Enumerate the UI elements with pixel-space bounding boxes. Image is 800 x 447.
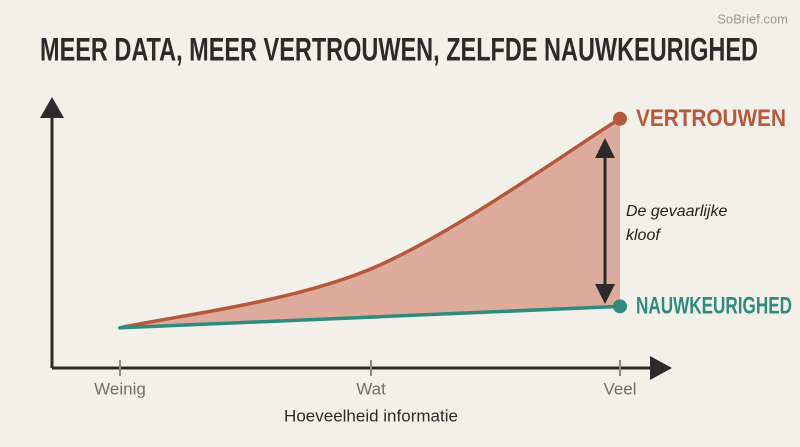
end-point (613, 299, 627, 314)
y-axis-arrow (40, 97, 64, 118)
end-point (613, 111, 627, 126)
x-tick-label: Wat (356, 379, 386, 398)
x-axis-arrow (650, 356, 672, 380)
legend-label: NAUWKEURIGHED (636, 293, 792, 320)
gap-arrow (595, 138, 615, 304)
series-line (118, 304, 622, 330)
x-tick-label: Veel (603, 379, 636, 398)
legend-label: VERTROUWEN (636, 105, 786, 132)
chart-title: MEER DATA, MEER VERTROUWEN, ZELFDE NAUWK… (40, 31, 758, 67)
annotation: kloof (626, 227, 661, 244)
annotation: De gevaarlijke (626, 203, 727, 220)
x-tick-label: Weinig (94, 379, 146, 398)
arrow-head (595, 284, 615, 304)
series-line (118, 117, 622, 330)
gap-area (120, 118, 620, 328)
watermark: SoBrief.com (717, 11, 788, 26)
plot (118, 111, 627, 330)
x-axis-label: Hoeveelheid informatie (284, 406, 458, 425)
arrow-head (595, 138, 615, 158)
